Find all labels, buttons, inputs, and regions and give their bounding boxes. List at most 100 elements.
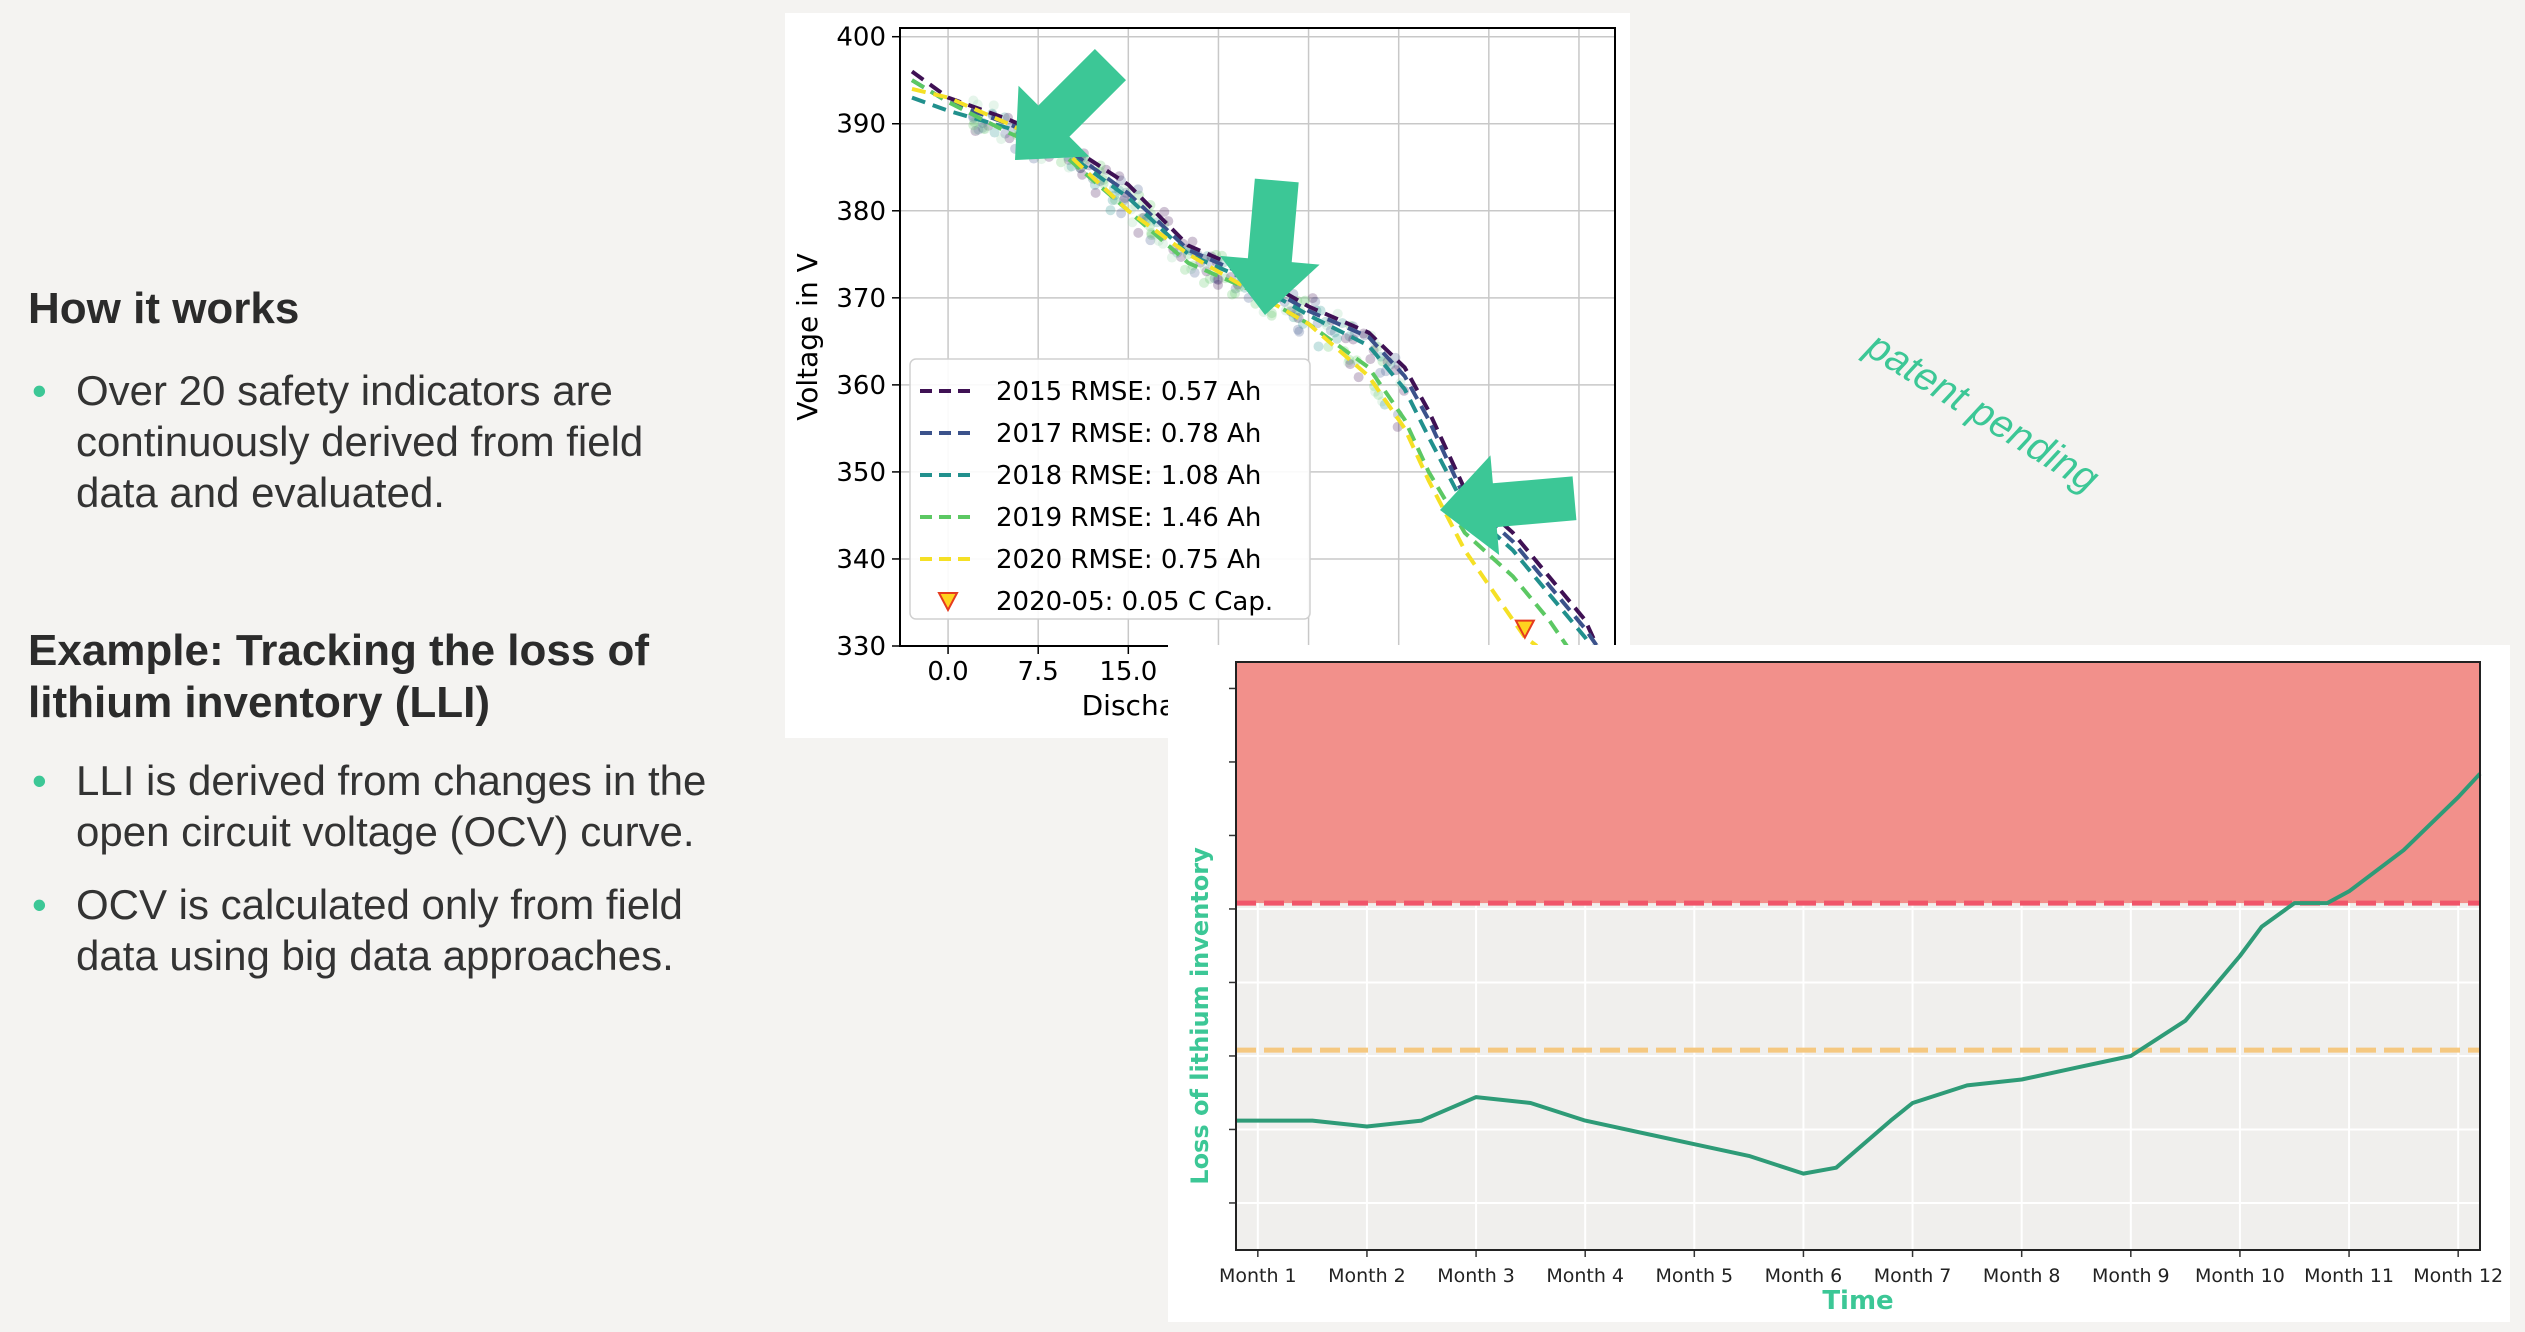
field-data-point <box>1189 267 1200 278</box>
field-data-point <box>1332 333 1343 344</box>
field-data-point <box>1166 252 1177 263</box>
ocv-chart: 0.07.515.022.530.037.545.052.53303403503… <box>791 23 1616 722</box>
x-tick-label: Month 1 <box>1219 1265 1297 1287</box>
legend: 2015 RMSE: 0.57 Ah 2017 RMSE: 0.78 Ah 2018… <box>909 358 1311 620</box>
lli-chart: Month 1 Month 2 Month 3 Month 4 Month 5 Month… <box>1186 661 2503 1316</box>
field-data-point <box>1365 354 1376 365</box>
field-data-point <box>1343 357 1354 368</box>
x-tick-label: Month 8 <box>1983 1265 2061 1287</box>
x-tick-label: Month 9 <box>2092 1265 2170 1287</box>
field-data-point <box>1313 341 1324 352</box>
field-data-point <box>968 95 979 106</box>
y-axis-label: Loss of lithium inventory <box>1186 847 1214 1185</box>
field-data-point <box>989 127 1000 138</box>
field-data-point <box>1345 359 1356 370</box>
field-data-point <box>1199 277 1210 288</box>
field-data-point <box>1145 235 1156 246</box>
field-data-point <box>1127 217 1138 228</box>
field-data-point <box>1028 153 1039 164</box>
x-tick-label: Month 4 <box>1546 1265 1624 1287</box>
field-data-point <box>1133 227 1144 238</box>
y-tick-label: 370 <box>836 284 886 314</box>
x-tick-label: 0.0 <box>927 657 968 687</box>
field-data-point <box>1179 264 1190 275</box>
x-tick-label: Month 10 <box>2195 1265 2285 1287</box>
field-data-point <box>1294 326 1305 337</box>
field-data-point <box>1116 208 1127 219</box>
lli-series-line <box>1236 772 2482 1176</box>
bullet-text: LLI is derived from changes in the open … <box>76 757 707 855</box>
legend-box <box>909 358 1311 620</box>
field-data-point <box>1340 333 1351 344</box>
y-tick-label: 400 <box>836 23 886 53</box>
patent-pending-note: patent pending <box>1858 323 2107 501</box>
field-data-point <box>988 100 999 111</box>
bullet-item: • OCV is calculated only from field data … <box>28 879 708 981</box>
bullet-text: OCV is calculated only from field data u… <box>76 881 683 979</box>
legend-label: 2018 RMSE: 1.08 Ah <box>996 461 1261 491</box>
field-data-point <box>1055 157 1066 168</box>
y-tick-label: 350 <box>836 458 886 488</box>
field-data-point <box>1377 356 1388 367</box>
x-axis-label: Time <box>1822 1286 1893 1316</box>
x-tick-label: Month 11 <box>2304 1265 2394 1287</box>
legend-label: 2020 RMSE: 0.75 Ah <box>996 545 1261 575</box>
x-tick-label: Month 3 <box>1437 1265 1515 1287</box>
field-data-point <box>1119 193 1130 204</box>
field-data-point <box>1098 178 1109 189</box>
field-data-point <box>1258 307 1269 318</box>
danger-zone <box>1236 662 2480 904</box>
bullet-text: Over 20 safety indicators are continuous… <box>76 367 644 516</box>
field-data-point <box>1187 236 1198 247</box>
field-data-point <box>1353 372 1364 383</box>
y-tick-label: 330 <box>836 632 886 662</box>
field-data-point <box>968 120 979 131</box>
field-data-point <box>1292 324 1303 335</box>
field-data-point <box>1090 187 1101 198</box>
field-data-point <box>1045 127 1056 138</box>
bullet-dot-icon: • <box>32 757 47 804</box>
field-data-point <box>1010 143 1021 154</box>
field-data-point <box>1390 352 1401 363</box>
how-it-works-heading: How it works <box>28 284 300 333</box>
bullet-item: • LLI is derived from changes in the open… <box>28 755 708 857</box>
x-tick-label: Month 7 <box>1874 1265 1952 1287</box>
bullet-dot-icon: • <box>32 367 47 414</box>
legend-label: 2019 RMSE: 1.46 Ah <box>996 503 1261 533</box>
field-data-point <box>979 124 990 135</box>
marker-triangle <box>1514 619 1536 640</box>
field-data-point <box>1000 128 1011 139</box>
field-data-point <box>1063 162 1074 173</box>
ocv-chart-panel: 0.07.515.022.530.037.545.052.53303403503… <box>785 13 1630 738</box>
series-line-2020 <box>911 86 1539 648</box>
field-data-point <box>973 124 984 135</box>
x-tick-label: Month 2 <box>1328 1265 1406 1287</box>
y-tick-label: 380 <box>836 197 886 227</box>
x-tick-label: Month 5 <box>1655 1265 1733 1287</box>
legend-label: 2020-05: 0.05 C Cap. <box>996 587 1273 617</box>
y-tick-label: 340 <box>836 545 886 575</box>
field-data-point <box>980 123 991 134</box>
y-tick-label: 390 <box>836 110 886 140</box>
x-tick-label: 7.5 <box>1018 657 1059 687</box>
field-data-point <box>996 134 1007 145</box>
legend-label: 2017 RMSE: 0.78 Ah <box>996 419 1261 449</box>
example-heading: Example: Tracking the loss of lithium in… <box>28 626 650 727</box>
field-data-point <box>1373 389 1384 400</box>
field-data-point <box>970 126 981 137</box>
x-tick-label: Month 12 <box>2413 1265 2503 1287</box>
field-data-point <box>971 125 982 136</box>
field-data-point <box>1204 273 1215 284</box>
field-data-point <box>1107 195 1118 206</box>
y-axis-label: Voltage in V <box>791 253 824 421</box>
plot-frame <box>1235 661 2481 1251</box>
y-tick-label: 360 <box>836 371 886 401</box>
field-data-point <box>1105 205 1116 216</box>
x-tick-label: 15.0 <box>1099 657 1157 687</box>
bullet-item: • Over 20 safety indicators are continuou… <box>28 365 728 518</box>
field-data-point <box>1077 169 1088 180</box>
field-data-point <box>1159 206 1170 217</box>
legend-label: 2015 RMSE: 0.57 Ah <box>996 377 1261 407</box>
example-list: • LLI is derived from changes in the open… <box>28 755 708 1003</box>
how-it-works-list: • Over 20 safety indicators are continuou… <box>28 365 728 540</box>
